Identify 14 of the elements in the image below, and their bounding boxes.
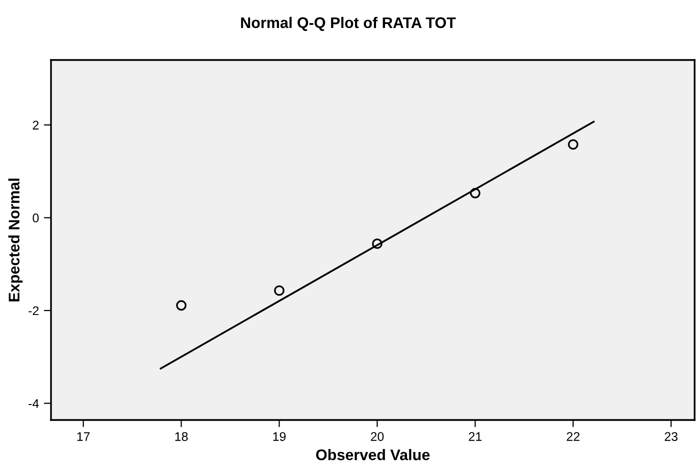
x-tick-label: 20 (370, 432, 384, 441)
y-tick-label: -4 (28, 399, 39, 408)
x-tick-label: 17 (77, 432, 90, 441)
x-tick-label: 22 (566, 432, 580, 441)
y-axis-title: Expected Normal (8, 178, 23, 302)
x-tick-label: 21 (468, 432, 482, 441)
y-tick-label: 0 (32, 214, 39, 222)
chart-title: Normal Q-Q Plot of RATA TOT (241, 16, 456, 31)
x-tick-label: 23 (664, 432, 678, 441)
x-axis-title: Observed Value (316, 449, 430, 460)
x-tick-label: 18 (175, 432, 188, 441)
x-tick-label: 19 (273, 432, 286, 441)
y-tick-label: 2 (32, 120, 39, 130)
y-tick-label: -2 (28, 306, 39, 316)
